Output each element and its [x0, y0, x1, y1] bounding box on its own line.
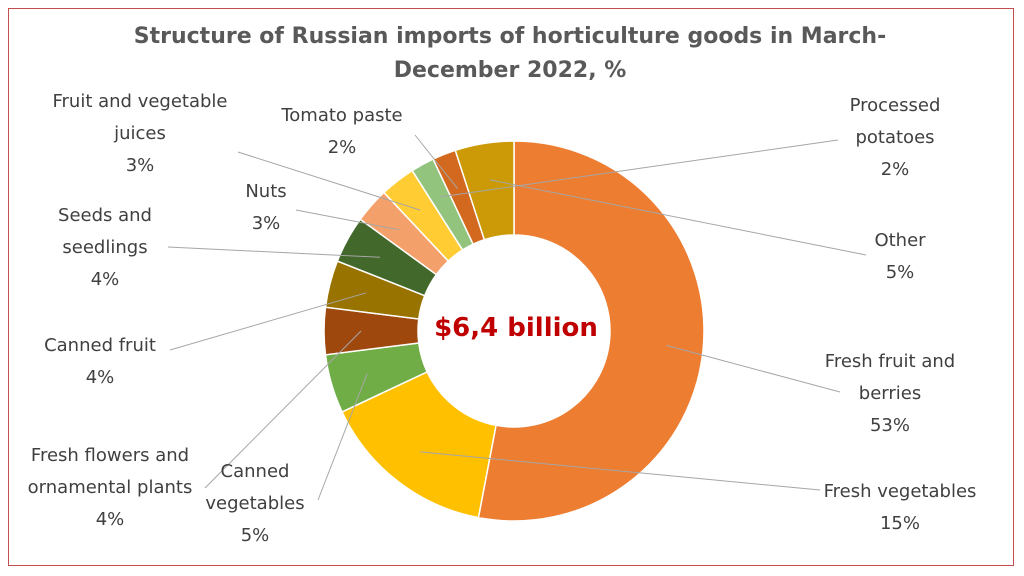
- slice-name: Canned fruit: [44, 335, 156, 356]
- leader-line: [237, 151, 421, 211]
- leader-line: [167, 246, 380, 258]
- slice-value: 4%: [90, 269, 120, 290]
- slice-label-seeds: Seeds and seedlings 4%: [40, 200, 170, 296]
- donut-slices: [323, 140, 705, 522]
- slice-name: Fruit and vegetable juices: [52, 91, 228, 144]
- slice-name: Other: [874, 230, 926, 251]
- slice-label-fresh-vegetables: Fresh vegetables 15%: [800, 476, 1000, 540]
- slice-name: Tomato paste: [281, 105, 403, 126]
- slice-value: 4%: [95, 509, 125, 530]
- slice-value: 4%: [85, 367, 115, 388]
- slice-name: Fresh fruit and berries: [824, 351, 956, 404]
- leader-line: [317, 373, 368, 501]
- slice-name: Fresh flowers and ornamental plants: [27, 445, 193, 498]
- slice-label-fresh-flowers: Fresh flowers and ornamental plants 4%: [10, 440, 210, 536]
- leader-line: [414, 134, 459, 190]
- slice-name: Nuts: [245, 181, 287, 202]
- slice-value: 3%: [251, 213, 281, 234]
- slice-name: Seeds and seedlings: [58, 205, 152, 258]
- slice-value: 15%: [879, 513, 920, 534]
- slice-value: 5%: [885, 262, 915, 283]
- slice-label-other: Other 5%: [850, 225, 950, 289]
- donut-hole: [419, 236, 609, 426]
- leader-line: [666, 344, 841, 393]
- leader-line: [169, 292, 366, 351]
- chart-title: Structure of Russian imports of horticul…: [133, 24, 887, 83]
- slice-value: 2%: [880, 159, 910, 180]
- chart-frame: [8, 8, 1014, 566]
- center-total-label: $6,4 billion: [434, 313, 598, 343]
- leader-line: [295, 209, 400, 231]
- slice-label-fresh-fruit: Fresh fruit and berries 53%: [800, 346, 980, 442]
- slice-label-processed-potatoes: Processed potatoes 2%: [820, 90, 970, 186]
- donut-slice-fresh-fruit-and-berries: [477, 140, 705, 522]
- slice-name: Fresh vegetables: [823, 481, 977, 502]
- leader-line: [204, 330, 362, 489]
- slice-label-canned-vegetables: Canned vegetables 5%: [190, 456, 320, 552]
- slice-label-juices: Fruit and vegetable juices 3%: [30, 86, 250, 182]
- leader-line: [420, 451, 821, 491]
- leader-lines: [167, 134, 867, 501]
- slice-value: 53%: [869, 415, 910, 436]
- slice-label-canned-fruit: Canned fruit 4%: [30, 330, 170, 394]
- slice-label-nuts: Nuts 3%: [226, 176, 306, 240]
- slice-value: 5%: [240, 525, 270, 546]
- leader-line: [440, 139, 839, 198]
- slice-name: Processed potatoes: [849, 95, 941, 148]
- slice-label-tomato-paste: Tomato paste 2%: [262, 100, 422, 164]
- slice-name: Canned vegetables: [205, 461, 305, 514]
- slice-value: 2%: [327, 137, 357, 158]
- leader-line: [489, 179, 867, 256]
- slice-value: 3%: [125, 155, 155, 176]
